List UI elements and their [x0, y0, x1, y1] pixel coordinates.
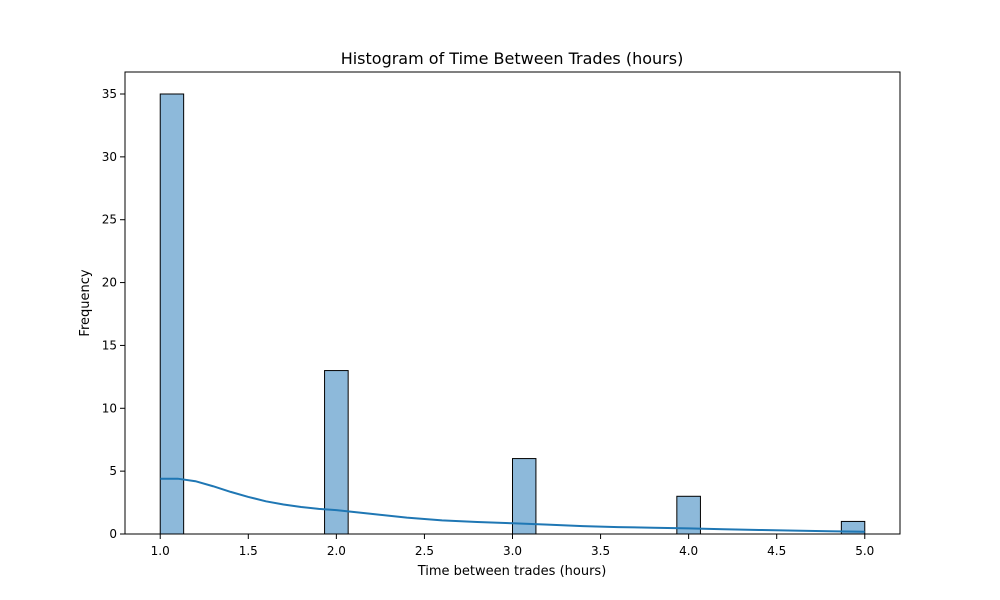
bars-group — [159, 93, 866, 535]
x-tick-label: 2.5 — [415, 544, 434, 558]
y-axis-label: Frequency — [78, 269, 93, 336]
x-tick-label: 1.0 — [151, 544, 170, 558]
x-tick-label: 3.0 — [503, 544, 522, 558]
x-tick-label: 5.0 — [855, 544, 874, 558]
y-tick-label: 30 — [102, 150, 117, 164]
y-tick-label: 20 — [102, 276, 117, 290]
y-tick-label: 25 — [102, 213, 117, 227]
y-tick-label: 35 — [102, 87, 117, 101]
x-tick-label: 4.0 — [679, 544, 698, 558]
x-tick-label: 4.5 — [767, 544, 786, 558]
x-tick-label: 1.5 — [239, 544, 258, 558]
x-axis-label: Time between trades (hours) — [417, 564, 607, 579]
x-tick-label: 2.0 — [327, 544, 346, 558]
x-axis-ticks: 1.0 1.5 2.0 2.5 3.0 3.5 4.0 4.5 5.0 — [151, 534, 874, 558]
chart-title: Histogram of Time Between Trades (hours) — [341, 49, 684, 68]
y-tick-label: 15 — [102, 338, 117, 352]
y-tick-label: 10 — [102, 401, 117, 415]
y-axis-ticks: 0 5 10 15 20 25 30 35 — [102, 87, 125, 541]
x-tick-label: 3.5 — [591, 544, 610, 558]
kde-line — [160, 477, 865, 533]
histogram-bar — [159, 93, 185, 535]
y-tick-label: 5 — [109, 464, 117, 478]
y-tick-label: 0 — [109, 527, 117, 541]
